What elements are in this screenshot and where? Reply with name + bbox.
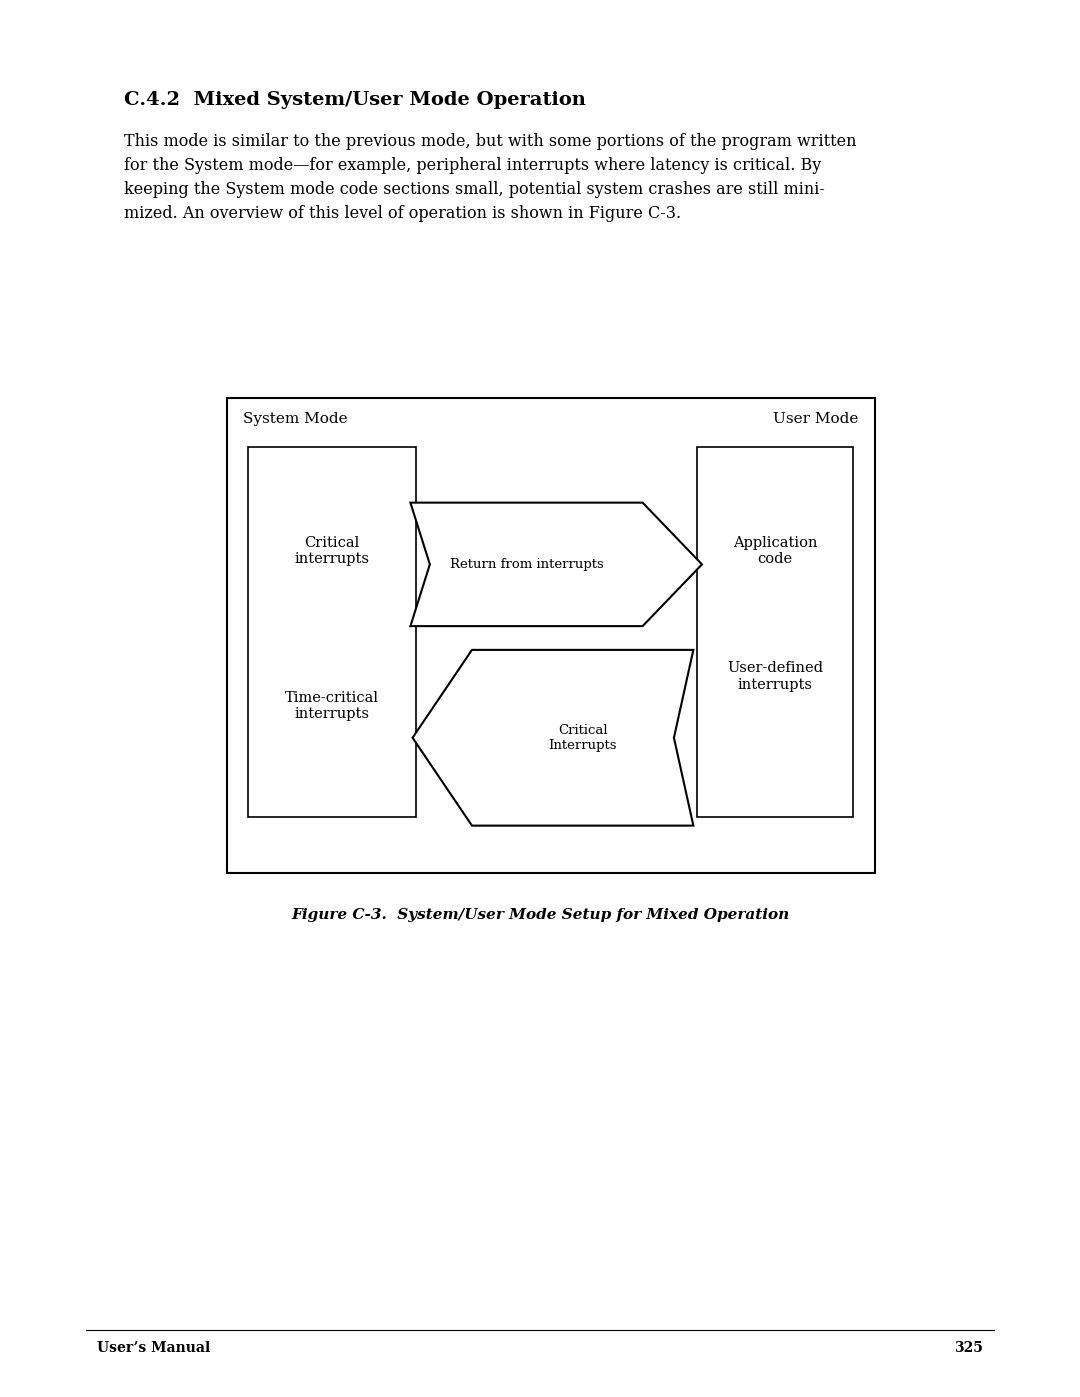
Text: User-defined
interrupts: User-defined interrupts (727, 661, 823, 692)
Polygon shape (413, 650, 693, 826)
Text: User Mode: User Mode (773, 412, 859, 426)
Text: Return from interrupts: Return from interrupts (449, 557, 604, 571)
Polygon shape (410, 503, 702, 626)
Text: Figure C-3.  System/User Mode Setup for Mixed Operation: Figure C-3. System/User Mode Setup for M… (291, 908, 789, 922)
Text: This mode is similar to the previous mode, but with some portions of the program: This mode is similar to the previous mod… (124, 133, 856, 222)
Text: 325: 325 (954, 1341, 983, 1355)
Bar (248, 447, 416, 817)
Text: C.4.2  Mixed System/User Mode Operation: C.4.2 Mixed System/User Mode Operation (124, 91, 586, 109)
Text: User’s Manual: User’s Manual (97, 1341, 211, 1355)
Bar (227, 398, 875, 873)
Text: Time-critical
interrupts: Time-critical interrupts (285, 692, 379, 721)
Text: Critical
interrupts: Critical interrupts (295, 535, 369, 566)
Text: Critical
Interrupts: Critical Interrupts (549, 724, 617, 752)
Text: Application
code: Application code (732, 535, 818, 566)
Bar (697, 447, 853, 817)
Text: System Mode: System Mode (243, 412, 348, 426)
